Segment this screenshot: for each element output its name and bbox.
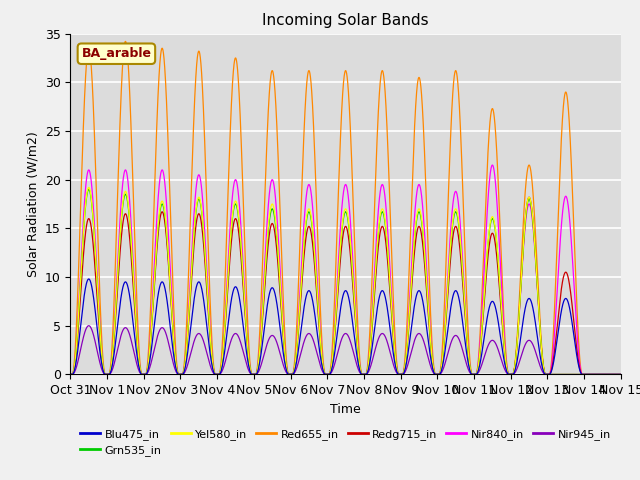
Y-axis label: Solar Radiation (W/m2): Solar Radiation (W/m2): [26, 131, 39, 277]
Legend: Blu475_in, Grn535_in, Yel580_in, Red655_in, Redg715_in, Nir840_in, Nir945_in: Blu475_in, Grn535_in, Yel580_in, Red655_…: [76, 424, 615, 460]
X-axis label: Time: Time: [330, 403, 361, 416]
Title: Incoming Solar Bands: Incoming Solar Bands: [262, 13, 429, 28]
Text: BA_arable: BA_arable: [81, 47, 152, 60]
